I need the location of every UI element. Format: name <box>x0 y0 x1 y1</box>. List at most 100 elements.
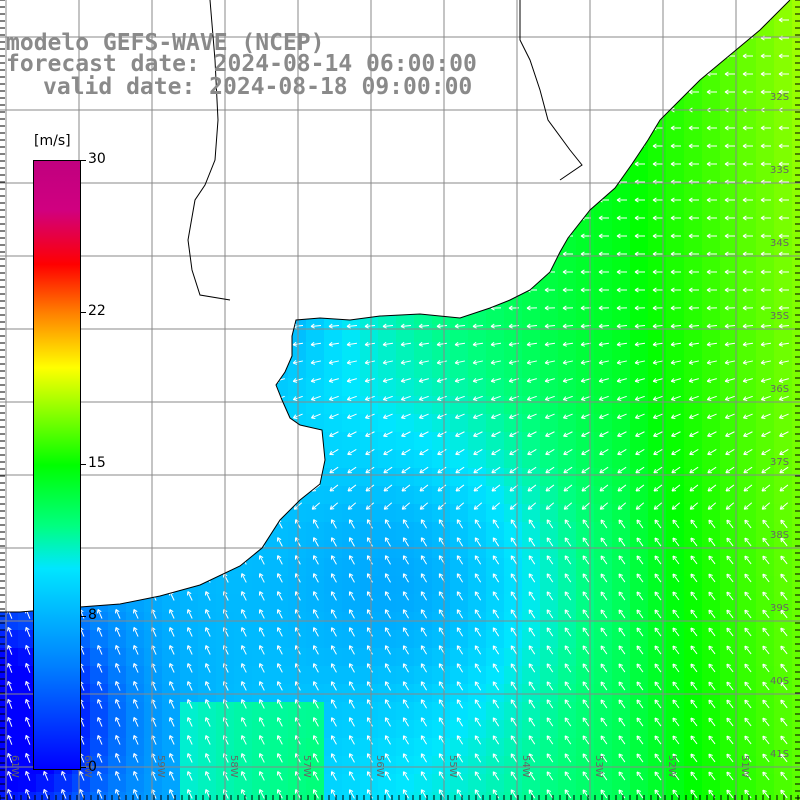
speed-cell <box>252 432 271 451</box>
wind-arrow <box>202 378 213 383</box>
wind-arrow <box>7 626 13 637</box>
speed-cell <box>396 774 415 793</box>
speed-cell <box>576 702 595 721</box>
wind-arrow <box>113 449 123 456</box>
wind-arrow <box>708 753 716 763</box>
wind-arrow <box>652 233 663 239</box>
speed-cell <box>306 558 325 577</box>
wind-arrow <box>186 753 193 763</box>
speed-cell <box>738 90 757 109</box>
wind-arrow <box>238 143 249 149</box>
speed-cell <box>558 36 577 55</box>
speed-cell <box>450 450 469 469</box>
speed-cell <box>594 378 613 397</box>
wind-arrow <box>436 251 447 257</box>
speed-cell <box>144 450 163 469</box>
wind-arrow <box>94 287 105 293</box>
speed-cell <box>90 648 109 667</box>
speed-cell <box>342 414 361 433</box>
wind-arrow <box>418 413 429 420</box>
wind-arrow <box>238 341 250 347</box>
speed-cell <box>252 414 271 433</box>
wind-arrow <box>744 537 752 547</box>
speed-cell <box>792 0 800 19</box>
speed-cell <box>162 774 181 793</box>
speed-cell <box>630 216 649 235</box>
speed-cell <box>270 0 289 19</box>
wind-arrow <box>220 413 231 420</box>
speed-cell <box>288 774 307 793</box>
wind-arrow <box>348 735 355 745</box>
speed-cell <box>720 792 739 800</box>
wind-arrow <box>202 125 213 131</box>
wind-arrow <box>581 431 591 438</box>
wind-arrow <box>491 449 501 456</box>
speed-cell <box>702 648 721 667</box>
wind-arrow <box>490 89 501 95</box>
speed-cell <box>378 756 397 775</box>
wind-arrow <box>490 395 501 401</box>
speed-cell <box>180 306 199 325</box>
speed-cell <box>468 720 487 739</box>
speed-cell <box>630 540 649 559</box>
wind-arrow <box>276 645 283 655</box>
speed-cell <box>396 522 415 541</box>
speed-cell <box>486 144 505 163</box>
wind-arrow <box>276 537 283 547</box>
speed-cell <box>792 450 800 469</box>
wind-arrow <box>312 699 319 709</box>
wind-arrow <box>472 413 483 420</box>
wind-arrow <box>526 378 537 383</box>
wind-arrow <box>186 771 193 781</box>
speed-cell <box>234 108 253 127</box>
wind-arrow <box>184 359 195 365</box>
wind-arrow <box>204 555 211 565</box>
wind-arrow <box>670 143 681 149</box>
speed-cell <box>270 756 289 775</box>
speed-cell <box>594 90 613 109</box>
wind-arrow <box>366 753 373 763</box>
wind-arrow <box>724 359 735 365</box>
wind-arrow <box>310 125 321 131</box>
speed-cell <box>162 288 181 307</box>
speed-cell <box>144 324 163 343</box>
wind-arrow <box>364 378 375 383</box>
speed-cell <box>18 756 37 775</box>
speed-cell <box>594 432 613 451</box>
speed-cell <box>270 432 289 451</box>
wind-arrow <box>23 502 33 510</box>
wind-arrow <box>240 627 247 637</box>
speed-cell <box>594 576 613 595</box>
speed-cell <box>540 126 559 145</box>
wind-arrow <box>184 395 195 401</box>
wind-arrow <box>276 573 283 583</box>
speed-cell <box>360 594 379 613</box>
wind-arrow <box>472 341 484 347</box>
speed-cell <box>558 540 577 559</box>
speed-cell <box>684 18 703 37</box>
speed-cell <box>252 288 271 307</box>
wind-arrow <box>168 735 175 745</box>
wind-arrow <box>526 125 537 131</box>
wind-arrow <box>328 17 339 23</box>
wind-arrow <box>598 269 609 275</box>
wind-arrow <box>618 717 626 727</box>
speed-cell <box>630 0 649 19</box>
wind-arrow <box>418 395 429 401</box>
speed-cell <box>360 738 379 757</box>
wind-arrow <box>330 681 337 691</box>
wind-arrow <box>580 323 592 329</box>
wind-arrow <box>310 161 321 167</box>
wind-arrow <box>672 753 680 763</box>
speed-cell <box>378 18 397 37</box>
speed-cell <box>486 252 505 271</box>
speed-cell <box>342 504 361 523</box>
wind-arrow <box>112 143 123 149</box>
speed-cell <box>324 504 343 523</box>
speed-cell <box>324 18 343 37</box>
speed-cell <box>288 738 307 757</box>
wind-arrow <box>564 717 572 727</box>
speed-cell <box>414 666 433 685</box>
wind-arrow <box>112 251 123 257</box>
wind-arrow <box>780 681 788 691</box>
